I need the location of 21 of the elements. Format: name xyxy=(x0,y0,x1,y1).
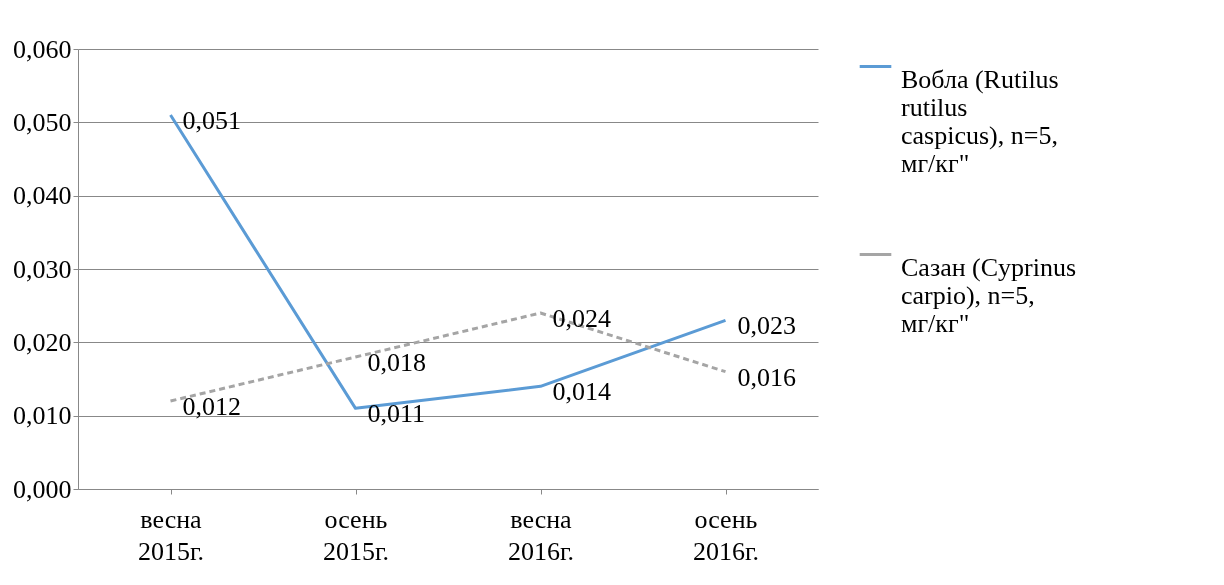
data-label: 0,014 xyxy=(552,377,611,407)
legend-label: Сазан (Cyprinus carpio), n=5, мг/кг" xyxy=(901,252,1077,338)
x-tick-label: весна 2016г. xyxy=(507,504,575,566)
data-label: 0,016 xyxy=(737,362,796,392)
x-tick-label: осень 2016г. xyxy=(692,504,760,566)
data-label: 0,024 xyxy=(552,304,611,333)
y-tick-label: 0,010 xyxy=(13,401,72,431)
data-label: 0,018 xyxy=(367,348,426,377)
data-label: 0,023 xyxy=(737,311,796,341)
y-tick-label: 0,040 xyxy=(13,181,72,211)
y-tick-label: 0,030 xyxy=(13,254,72,284)
y-tick-label: 0,060 xyxy=(13,34,72,64)
y-tick-label: 0,020 xyxy=(13,327,72,357)
y-tick-label: 0,000 xyxy=(13,474,72,504)
x-tick-label: осень 2015г. xyxy=(322,504,390,566)
legend-label: Вобла (Rutilus rutilus caspicus), n=5, мг/кг" xyxy=(901,64,1059,178)
y-tick-label: 0,050 xyxy=(13,107,72,137)
data-label: 0,051 xyxy=(182,106,241,135)
data-label: 0,012 xyxy=(182,392,241,421)
data-label: 0,011 xyxy=(367,399,426,429)
x-tick-label: весна 2015г. xyxy=(137,504,205,566)
